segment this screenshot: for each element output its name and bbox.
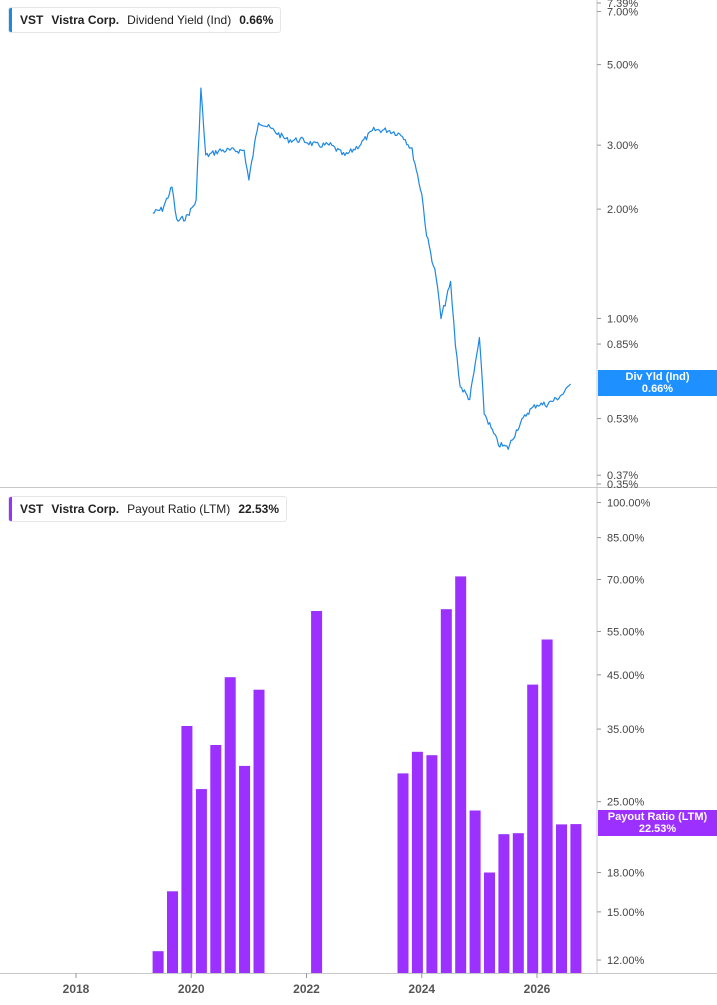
dividend-yield-line [152, 87, 572, 450]
y-tick-label: 15.00% [607, 907, 645, 919]
y-tick-label: 0.35% [607, 479, 638, 491]
payout-ratio-bar [210, 745, 222, 973]
payout-ratio-bar [455, 576, 467, 973]
y-tick-label: 55.00% [607, 627, 645, 639]
legend-swatch-purple [9, 497, 12, 521]
y-tick-label: 70.00% [607, 574, 645, 586]
payout-ratio-bar [411, 751, 423, 973]
y-tick-label: 45.00% [607, 670, 645, 682]
legend-company: Vistra Corp. [51, 13, 120, 27]
price-tag-label: Div Yld (Ind) [625, 371, 690, 383]
payout-ratio-bar [152, 951, 164, 973]
dividend-yield-plot [152, 87, 572, 450]
payout-ratio-bar [253, 689, 265, 973]
payout-ratio-bar [498, 834, 510, 973]
y-tick-label: 12.00% [607, 955, 645, 967]
y-tick-label: 25.00% [607, 797, 645, 809]
payout-ratio-bar [570, 824, 582, 973]
y-tick-label: 0.37% [607, 470, 638, 482]
y-tick-label: 18.00% [607, 868, 645, 880]
legend-value: 22.53% [238, 502, 280, 516]
y-tick-label: 3.00% [607, 140, 638, 152]
legend-ticker: VST [20, 502, 44, 516]
legend-swatch-blue [9, 8, 12, 32]
payout-ratio-legend[interactable]: VST Vistra Corp. Payout Ratio (LTM) 22.5… [8, 496, 288, 522]
y-tick-label: 0.85% [607, 339, 638, 351]
x-tick-label: 2026 [524, 982, 551, 996]
y-tick-label: 1.00% [607, 313, 638, 325]
payout-ratio-bar [239, 765, 251, 973]
payout-ratio-bar [527, 684, 539, 973]
price-tag-value: 22.53% [638, 823, 677, 835]
x-tick-label: 2024 [408, 982, 435, 996]
payout-ratio-bar [426, 755, 438, 973]
payout-ratio-price-tag: Payout Ratio (LTM) 22.53% [598, 810, 717, 836]
payout-ratio-bar [440, 609, 452, 973]
legend-metric: Payout Ratio (LTM) [127, 502, 231, 516]
payout-ratio-bar [556, 824, 567, 973]
legend-value: 0.66% [239, 13, 274, 27]
y-tick-label: 100.00% [607, 498, 651, 510]
dividend-yield-price-tag: Div Yld (Ind) 0.66% [598, 370, 717, 396]
payout-ratio-bar [397, 773, 409, 973]
payout-ratio-plot [152, 576, 582, 973]
y-tick-label: 7.39% [607, 0, 638, 10]
x-tick-label: 2022 [293, 982, 320, 996]
payout-ratio-bar [541, 639, 553, 973]
payout-ratio-bar [181, 726, 193, 973]
price-tag-label: Payout Ratio (LTM) [607, 811, 708, 823]
y-tick-label: 0.53% [607, 414, 638, 426]
x-tick-label: 2020 [178, 982, 205, 996]
payout-ratio-bar [224, 677, 236, 973]
y-tick-label: 35.00% [607, 724, 645, 736]
payout-ratio-bar [484, 872, 495, 973]
legend-company: Vistra Corp. [51, 502, 120, 516]
legend-ticker: VST [20, 13, 44, 27]
legend-metric: Dividend Yield (Ind) [127, 13, 232, 27]
y-tick-label: 7.00% [607, 7, 638, 19]
payout-ratio-bar [469, 810, 481, 973]
payout-ratio-bar [195, 789, 207, 973]
payout-ratio-bar [512, 833, 524, 973]
y-tick-label: 5.00% [607, 60, 638, 72]
payout-ratio-bar [311, 611, 323, 973]
dividend-yield-legend[interactable]: VST Vistra Corp. Dividend Yield (Ind) 0.… [8, 7, 282, 33]
y-tick-label: 85.00% [607, 533, 645, 545]
x-tick-label: 2018 [63, 982, 90, 996]
payout-ratio-bar [167, 891, 178, 973]
price-tag-value: 0.66% [641, 383, 674, 395]
y-tick-label: 2.00% [607, 204, 638, 216]
